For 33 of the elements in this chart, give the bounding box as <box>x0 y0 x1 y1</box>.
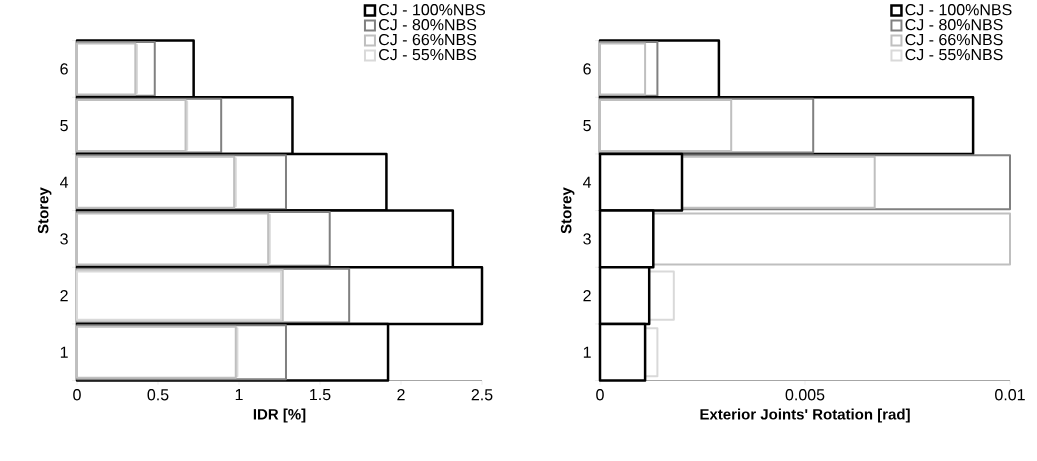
x-axis-title: Exterior Joints' Rotation [rad] <box>700 408 910 423</box>
y-tick-label: 5 <box>583 120 591 132</box>
legend-label: CJ - 66%NBS <box>905 34 1003 46</box>
x-tick-label: 0.5 <box>147 389 169 401</box>
y-tick-label: 2 <box>60 290 68 302</box>
legend-label: CJ - 55%NBS <box>905 49 1003 61</box>
x-tick-label: 2.5 <box>471 389 493 401</box>
x-tick-label: 1.5 <box>310 389 331 401</box>
legend-label: CJ - 100%NBS <box>905 4 1012 16</box>
legend-label: CJ - 55%NBS <box>379 49 477 61</box>
legend-label: CJ - 66%NBS <box>379 34 477 46</box>
x-tick-label: 2 <box>397 389 405 401</box>
x-tick-label: 0.01 <box>995 389 1025 401</box>
y-tick-label: 2 <box>583 290 591 302</box>
x-tick-label: 1 <box>235 389 243 401</box>
y-tick-label: 1 <box>583 346 591 358</box>
y-tick-label: 4 <box>583 176 592 188</box>
x-tick-label: 0 <box>73 389 81 401</box>
legend-label: CJ - 80%NBS <box>379 19 477 31</box>
x-tick-label: 0 <box>596 389 604 401</box>
x-tick-label: 0.005 <box>785 389 825 401</box>
y-tick-label: 5 <box>60 120 68 132</box>
y-tick-label: 1 <box>60 346 68 358</box>
y-tick-label: 3 <box>60 233 68 245</box>
legend-label: CJ - 80%NBS <box>905 19 1003 31</box>
y-tick-label: 6 <box>583 63 591 75</box>
y-tick-label: 3 <box>583 233 591 245</box>
y-axis-title: Storey <box>560 187 575 234</box>
y-tick-label: 4 <box>60 176 69 188</box>
x-axis-title: IDR [%] <box>253 408 306 423</box>
legend-label: CJ - 100%NBS <box>379 4 486 16</box>
y-tick-label: 6 <box>60 63 68 75</box>
y-axis-title: Storey <box>37 187 52 234</box>
